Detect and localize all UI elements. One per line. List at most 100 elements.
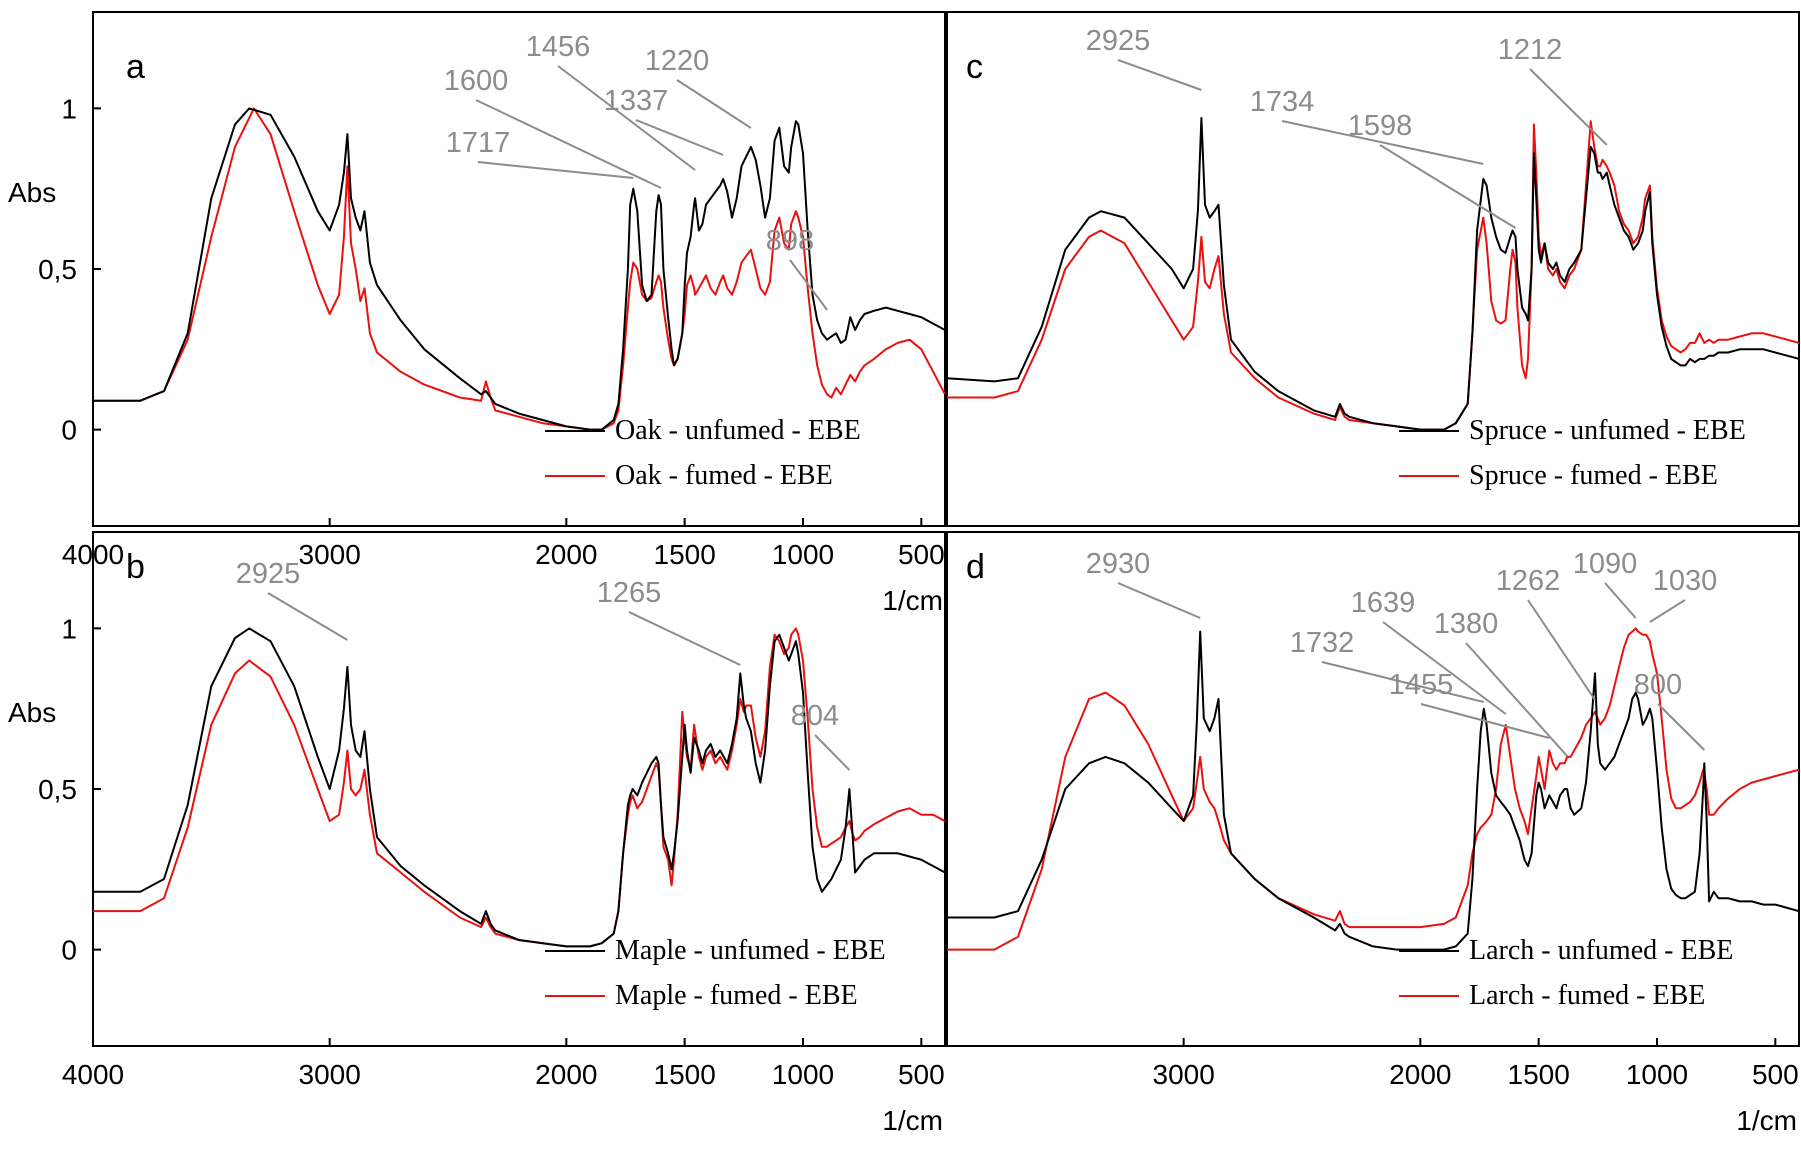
- peak-leader-line: [814, 734, 851, 771]
- legend-entry: Larch - fumed - EBE: [1469, 980, 1705, 1011]
- peak-label: 1337: [604, 85, 669, 117]
- x-tick-label: 2000: [535, 539, 597, 570]
- peak-label: 1456: [526, 31, 591, 63]
- x-tick-label: 2000: [1389, 1059, 1451, 1090]
- y-axis-label: Abs: [8, 697, 56, 728]
- legend-entry: Spruce - fumed - EBE: [1469, 460, 1718, 491]
- x-tick-label: 1500: [654, 1059, 716, 1090]
- peak-label: 1598: [1348, 110, 1413, 142]
- y-axis-label: Abs: [8, 177, 56, 208]
- x-tick-label: 1000: [772, 1059, 834, 1090]
- legend-entry: Spruce - unfumed - EBE: [1469, 415, 1746, 446]
- x-tick-label: 500: [898, 1059, 945, 1090]
- peak-leader-line: [475, 99, 662, 189]
- y-tick-label: 1: [61, 613, 77, 644]
- x-tick-label: 2000: [535, 1059, 597, 1090]
- series-line-c-fumed: [947, 120, 1799, 431]
- y-tick-label: 0,5: [38, 254, 77, 285]
- peak-leader-line: [1527, 599, 1596, 701]
- peak-leader-line: [628, 611, 741, 666]
- peak-label: 1212: [1498, 34, 1563, 66]
- x-tick-label: 3000: [1153, 1059, 1215, 1090]
- y-tick-label: 0: [61, 935, 77, 966]
- panel-letter-c: c: [966, 48, 983, 86]
- peak-leader-line: [1420, 703, 1550, 739]
- peak-label: 1734: [1250, 86, 1315, 118]
- peak-leader-line: [267, 592, 348, 641]
- x-tick-label: 1500: [1508, 1059, 1570, 1090]
- x-tick-label: 500: [1752, 1059, 1799, 1090]
- plot-frame-d: [946, 531, 1800, 1047]
- peak-label: 1380: [1434, 608, 1499, 640]
- x-tick-label: 1000: [772, 539, 834, 570]
- peak-leader-line: [1321, 661, 1485, 703]
- x-axis-unit: 1/cm: [882, 585, 943, 616]
- series-line-c-unfumed: [947, 117, 1799, 431]
- plot-frame-b: [92, 531, 946, 1047]
- peak-label: 1455: [1389, 669, 1454, 701]
- y-tick-label: 0: [61, 415, 77, 446]
- peak-label: 800: [1634, 669, 1682, 701]
- peak-leader-line: [676, 79, 752, 129]
- peak-leader-line: [1117, 582, 1201, 619]
- panel-letter-a: a: [126, 48, 145, 86]
- legend-entry: Maple - unfumed - EBE: [615, 935, 886, 966]
- x-tick-label: 3000: [299, 1059, 361, 1090]
- series-line-b-fumed: [93, 627, 945, 948]
- x-tick-label: 500: [898, 539, 945, 570]
- peak-label: 2930: [1086, 548, 1151, 580]
- peak-label: 2925: [1086, 25, 1151, 57]
- series-line-d-unfumed: [947, 630, 1799, 951]
- legend-entry: Oak - fumed - EBE: [615, 460, 833, 491]
- series-line-a-unfumed: [93, 107, 945, 431]
- peak-label: 1265: [597, 577, 662, 609]
- peak-leader-line: [789, 259, 828, 311]
- peak-leader-line: [1382, 621, 1507, 715]
- peak-label: 1030: [1653, 565, 1718, 597]
- peak-leader-line: [1649, 599, 1686, 623]
- peak-leader-line: [1465, 642, 1568, 757]
- x-tick-label: 1000: [1626, 1059, 1688, 1090]
- peak-label: 1600: [444, 65, 509, 97]
- peak-label: 1717: [446, 127, 511, 159]
- peak-label: 1732: [1290, 627, 1355, 659]
- x-axis-unit: 1/cm: [882, 1105, 943, 1136]
- panel-c: c Spruce - unfumed - EBE Spruce - fumed -…: [946, 11, 1800, 527]
- peak-leader-line: [1529, 68, 1608, 146]
- x-tick-label: 4000: [62, 1059, 124, 1090]
- series-line-b-unfumed: [93, 627, 945, 948]
- x-tick-label: 1500: [654, 539, 716, 570]
- peak-label: 1090: [1573, 548, 1638, 580]
- peak-leader-line: [1379, 144, 1516, 229]
- legend-entry: Larch - unfumed - EBE: [1469, 935, 1733, 966]
- x-axis-unit: 1/cm: [1736, 1105, 1797, 1136]
- peak-label: 2925: [236, 558, 301, 590]
- peak-leader-line: [477, 161, 634, 179]
- peak-leader-line: [1604, 582, 1637, 619]
- peak-leader-line: [1657, 703, 1706, 751]
- plot-frame-c: [946, 11, 1800, 527]
- y-tick-label: 0,5: [38, 774, 77, 805]
- peak-leader-line: [1117, 59, 1202, 91]
- series-line-d-fumed: [947, 627, 1799, 951]
- plot-frame-a: [92, 11, 946, 527]
- panel-d: d 3000 2000 1500 1000 500 1/cm Larch - unfumed…: [946, 531, 1800, 1136]
- peak-label: 1262: [1496, 565, 1561, 597]
- panel-letter-b: b: [126, 548, 145, 586]
- legend-entry: Maple - fumed - EBE: [615, 980, 858, 1011]
- peak-leader-line: [557, 65, 696, 171]
- panel-letter-d: d: [966, 548, 985, 586]
- peak-label: 804: [791, 700, 839, 732]
- peak-label: 1639: [1351, 587, 1416, 619]
- y-tick-label: 1: [61, 93, 77, 124]
- x-tick-label: 3000: [299, 539, 361, 570]
- legend-entry: Oak - unfumed - EBE: [615, 415, 861, 446]
- peak-label: 1220: [645, 45, 710, 77]
- series-line-a-fumed: [93, 107, 945, 431]
- panel-b: b 0 0,5 1 Abs 4000 3000 2000 1500 1000 500 1/cm Map…: [8, 531, 946, 1136]
- peak-leader-line: [1281, 120, 1484, 165]
- peak-label: 898: [766, 225, 814, 257]
- peak-leader-line: [635, 119, 724, 156]
